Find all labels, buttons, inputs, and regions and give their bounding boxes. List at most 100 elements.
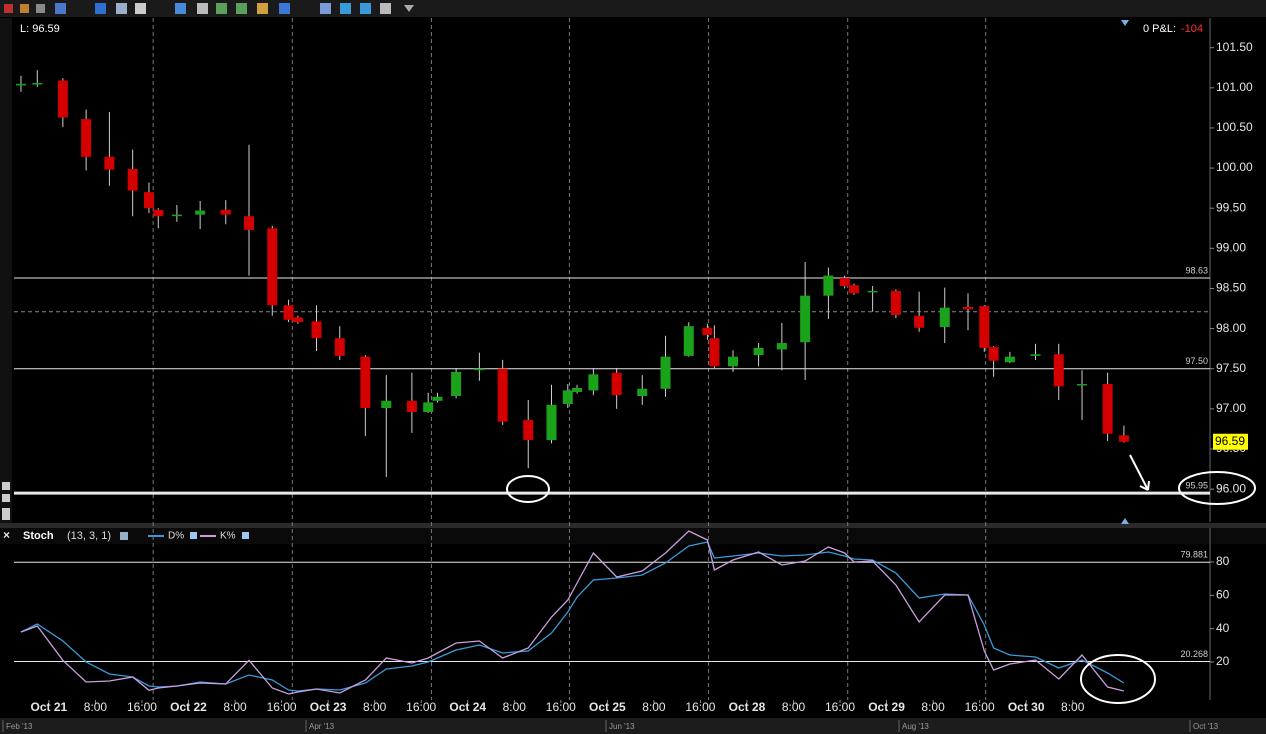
candle-body	[546, 404, 557, 441]
tool-icon[interactable]	[257, 3, 268, 14]
candle-body	[15, 83, 26, 86]
x-tick-label: 8:00	[642, 700, 666, 714]
pnl-value: -104	[1181, 23, 1203, 35]
tool-icon[interactable]	[216, 3, 227, 14]
scroll-button[interactable]	[2, 494, 10, 502]
marker	[1121, 518, 1129, 524]
stoch-params: (13, 3, 1)	[67, 530, 111, 542]
scroll-button[interactable]	[2, 482, 10, 490]
candle-body	[220, 209, 231, 215]
candle-body	[406, 400, 417, 413]
tool-icon[interactable]	[236, 3, 247, 14]
candle-body	[244, 216, 255, 230]
y-tick-label: 98.50	[1216, 281, 1246, 295]
x-tick-label: 8:00	[223, 700, 247, 714]
x-tick-label: 16:00	[267, 700, 297, 714]
candle-body	[867, 290, 878, 293]
annotation-ellipse	[506, 475, 550, 503]
close-x[interactable]: ×	[3, 528, 10, 542]
toolbar[interactable]	[0, 0, 1266, 17]
tool-icon[interactable]	[4, 4, 13, 13]
y-tick-label: 97.00	[1216, 401, 1246, 415]
y-tick-label: 97.50	[1216, 361, 1246, 375]
x-tick-label: 8:00	[782, 700, 806, 714]
candle-body	[171, 214, 182, 217]
candle-body	[914, 315, 925, 328]
tool-icon[interactable]	[55, 3, 66, 14]
tool-icon[interactable]	[36, 4, 45, 13]
candle-body	[572, 387, 583, 392]
candle-body	[381, 400, 392, 409]
annotation-ellipse	[1178, 471, 1256, 505]
tool-icon[interactable]	[135, 3, 146, 14]
dropdown-arrow[interactable]	[404, 5, 414, 12]
legend: D% K%	[148, 531, 249, 542]
lock-button[interactable]	[2, 508, 10, 520]
legend-checkbox	[190, 532, 197, 539]
x-tick-label: Oct 21	[31, 700, 68, 714]
overview-label: Feb '13	[6, 722, 33, 731]
last-price-label: L: 96.59	[20, 23, 60, 35]
candle-body	[104, 156, 115, 170]
candle-body	[709, 338, 720, 367]
candle-body	[57, 80, 68, 118]
candle-body	[523, 420, 534, 441]
legend-checkbox	[242, 532, 249, 539]
candle-body	[939, 307, 950, 327]
x-tick-label: Oct 24	[449, 700, 486, 714]
candle-body	[637, 388, 648, 396]
legend-label: D%	[168, 531, 184, 542]
candle-body	[823, 275, 834, 296]
candle-body	[979, 306, 990, 348]
tool-icon[interactable]	[340, 3, 351, 14]
candle-body	[753, 347, 764, 356]
candle-body	[195, 210, 206, 215]
tool-icon[interactable]	[197, 3, 208, 14]
tool-icon[interactable]	[175, 3, 186, 14]
candle-body	[153, 209, 164, 217]
x-tick-label: 8:00	[363, 700, 387, 714]
series-line	[20, 530, 1125, 695]
annotation-ellipse	[1080, 654, 1156, 704]
price-tag	[1213, 433, 1248, 450]
annotation-arrow	[1129, 454, 1150, 491]
y-tick-label: 99.00	[1216, 241, 1246, 255]
y-tick-label: 60	[1216, 588, 1230, 602]
x-tick-label: 16:00	[825, 700, 855, 714]
candle-body	[611, 372, 622, 396]
tool-icon[interactable]	[20, 4, 29, 13]
candle-body	[497, 368, 508, 422]
tool-icon[interactable]	[380, 3, 391, 14]
candle-body	[776, 343, 787, 350]
y-tick-label: 101.50	[1216, 40, 1253, 54]
x-tick-label: 16:00	[406, 700, 436, 714]
y-tick-label: 99.50	[1216, 200, 1246, 214]
x-tick-label: 8:00	[84, 700, 108, 714]
settings-icon[interactable]	[120, 532, 128, 540]
candle-body	[1118, 435, 1129, 442]
x-tick-label: 16:00	[127, 700, 157, 714]
tool-icon[interactable]	[279, 3, 290, 14]
candle-body	[143, 192, 154, 209]
candle-body	[988, 347, 999, 361]
tool-icon[interactable]	[320, 3, 331, 14]
tool-icon[interactable]	[95, 3, 106, 14]
x-tick-label: Oct 29	[868, 700, 905, 714]
candle-body	[283, 305, 294, 320]
candle-body	[423, 402, 434, 413]
level-label: 20.268	[1180, 649, 1208, 659]
tool-icon[interactable]	[360, 3, 371, 14]
overview[interactable]: Feb '13 Apr '13 Jun '13 Aug '13 Oct '13	[2, 720, 1219, 732]
candle-body	[1004, 356, 1015, 363]
x-tick-label: 8:00	[503, 700, 527, 714]
candle-body	[127, 168, 138, 191]
y-tick-label: 80	[1216, 554, 1230, 568]
overview-label: Aug '13	[902, 722, 929, 731]
candle-body	[474, 368, 485, 371]
x-tick-label: 16:00	[685, 700, 715, 714]
x-tick-label: 16:00	[965, 700, 995, 714]
pnl-label: 0 P&L:	[1143, 23, 1176, 35]
tool-icon[interactable]	[116, 3, 127, 14]
candle-body	[267, 228, 278, 306]
candle-body	[1053, 354, 1064, 387]
